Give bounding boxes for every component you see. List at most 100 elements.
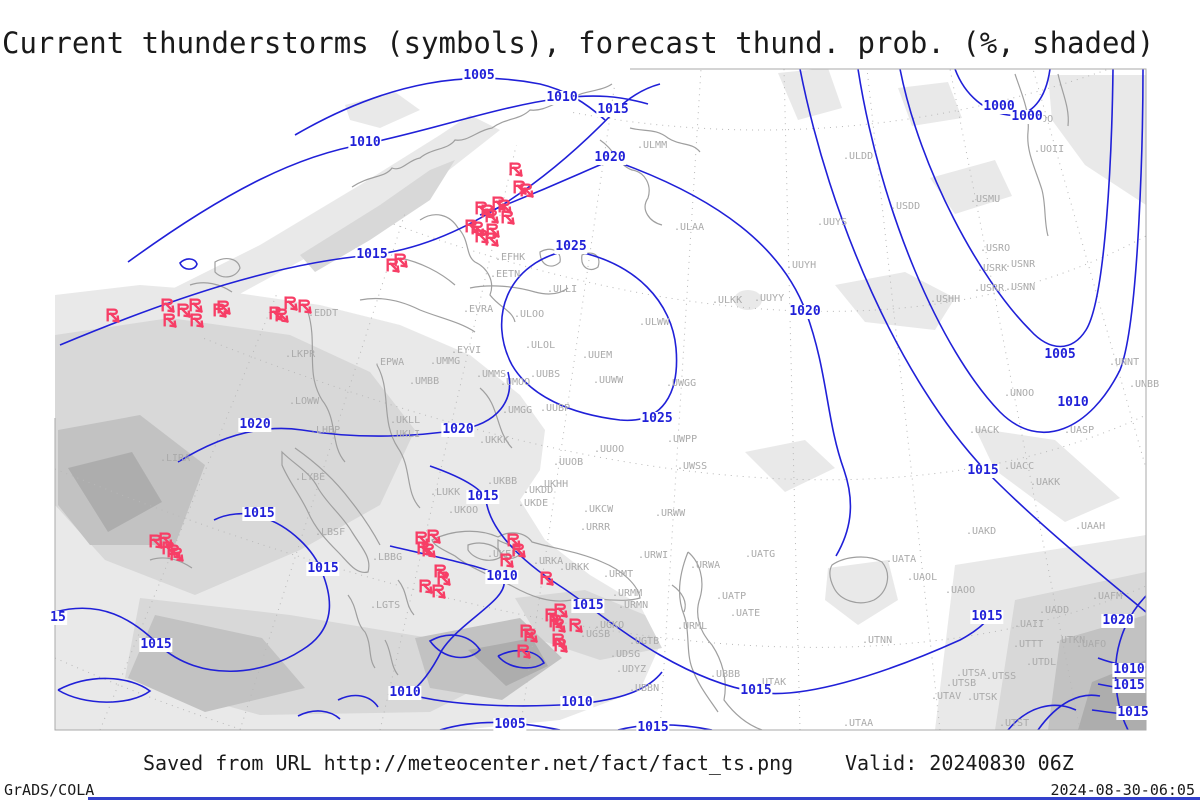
station-label: .LIRA <box>160 453 191 464</box>
station-label: .UAFO <box>1076 639 1107 650</box>
station-label: .LGTS <box>370 600 401 611</box>
thunderstorm-icon <box>499 553 516 570</box>
isobar-label: 1015 <box>596 102 630 117</box>
map-frame <box>54 68 1147 731</box>
station-label: .UTSK <box>967 692 998 703</box>
station-label: .UNBB <box>1129 379 1160 390</box>
isobar-label: 1020 <box>238 417 272 432</box>
station-label: .UUYY <box>754 293 785 304</box>
thunderstorm-icon <box>297 299 314 316</box>
isobar-label: 1015 <box>739 683 773 698</box>
station-label: .USNN <box>1005 282 1036 293</box>
isobar-label: 1010 <box>485 569 519 584</box>
isobar-label: 1010 <box>348 135 382 150</box>
isobar-label: 1015 <box>970 609 1004 624</box>
station-label: .USMU <box>970 194 1001 205</box>
station-label: .LOWW <box>289 396 320 407</box>
isobar-label: 1000 <box>1010 109 1044 124</box>
thunderstorm-symbol <box>539 571 556 588</box>
station-label: .UAOO <box>945 585 976 596</box>
thunderstorm-symbol <box>393 253 410 270</box>
station-label: .URWI <box>638 550 669 561</box>
station-label: .URML <box>677 621 708 632</box>
thunderstorm-symbol <box>189 313 206 330</box>
isobar-label: 1005 <box>1043 347 1077 362</box>
thunderstorm-symbol <box>421 543 438 560</box>
map-title: Current thunderstorms (symbols), forecas… <box>2 26 1155 60</box>
isobar-label: 1010 <box>1112 662 1146 677</box>
station-label: .ULWW <box>639 317 670 328</box>
thunderstorm-symbol <box>105 308 122 325</box>
station-label: .UUBS <box>530 369 561 380</box>
thunderstorm-icon <box>421 543 438 560</box>
thunderstorm-symbol <box>519 183 536 200</box>
station-label: .USRR <box>974 283 1005 294</box>
station-label: .USRO <box>980 243 1011 254</box>
thunderstorm-symbol <box>169 547 186 564</box>
thunderstorm-icon <box>189 313 206 330</box>
station-label: .UTAV <box>931 691 962 702</box>
isobar-label: 1020 <box>593 150 627 165</box>
isobar-label: 1015 <box>242 506 276 521</box>
station-label: .ULOL <box>525 340 556 351</box>
station-label: .UKOO <box>448 505 479 516</box>
isobar-label: 1010 <box>1056 395 1090 410</box>
thunderstorm-icon <box>519 183 536 200</box>
isobar-label: 1015 <box>1112 678 1146 693</box>
station-label: .ULAA <box>674 222 705 233</box>
station-label: .URKK <box>559 562 590 573</box>
isobar-label: 1015 <box>571 598 605 613</box>
thunderstorm-icon <box>523 628 540 645</box>
thunderstorm-symbol <box>568 618 585 635</box>
thunderstorm-symbol <box>508 162 525 179</box>
thunderstorm-icon <box>431 584 448 601</box>
station-label: .EDDT <box>308 308 339 319</box>
station-label: .UATA <box>886 554 917 565</box>
station-label: .UMMS <box>476 369 507 380</box>
thunderstorm-symbol <box>216 300 233 317</box>
station-label: .LHBP <box>310 425 341 436</box>
thunderstorm-symbol <box>516 644 533 661</box>
station-label: .ULLI <box>547 284 578 295</box>
thunderstorm-icon <box>553 638 570 655</box>
thunderstorm-symbol <box>499 553 516 570</box>
station-label: .LYBE <box>295 472 326 483</box>
station-label: .UTAA <box>843 718 874 729</box>
isobar-label: 1015 <box>466 489 500 504</box>
thunderstorm-icon <box>169 547 186 564</box>
isobar-label: 1015 <box>636 720 670 735</box>
station-label: .UAFM <box>1092 591 1123 602</box>
thunderstorm-icon <box>568 618 585 635</box>
isobar-label: 1005 <box>493 717 527 732</box>
isobar-label: 1020 <box>1101 613 1135 628</box>
station-label: .UUWW <box>593 375 624 386</box>
isobar-label: 1025 <box>554 239 588 254</box>
station-label: .UMMG <box>430 356 461 367</box>
isobar-label: 1010 <box>560 695 594 710</box>
station-label: .ULKK <box>712 295 743 306</box>
station-label: .UNNT <box>1109 357 1140 368</box>
station-label: .URRR <box>580 522 611 533</box>
thunderstorm-icon <box>105 308 122 325</box>
isobar-label: 1010 <box>388 685 422 700</box>
bottom-blue-bar <box>88 797 1200 800</box>
station-label: .UUOO <box>594 444 625 455</box>
station-label: .UTSA <box>956 668 987 679</box>
coastlines <box>149 73 1069 730</box>
station-label: .UGSB <box>580 629 611 640</box>
station-label: .ULOO <box>514 309 545 320</box>
isobar-label: 1000 <box>982 99 1016 114</box>
station-label: .UBBB <box>710 669 741 680</box>
station-label: .UAII <box>1014 619 1045 630</box>
station-label: .UMGG <box>502 405 533 416</box>
isobar-label: 1015 <box>306 561 340 576</box>
thunderstorm-symbol <box>484 232 501 249</box>
station-label: .URKA <box>533 556 564 567</box>
station-label: .USNR <box>1005 259 1036 270</box>
station-label: .UKBB <box>487 476 518 487</box>
isobar-label: 1025 <box>640 411 674 426</box>
isobar-label: 1015 <box>966 463 1000 478</box>
station-label: .UNOO <box>1004 388 1035 399</box>
station-label: .USHH <box>930 294 961 305</box>
station-label: .UGTB <box>629 636 660 647</box>
